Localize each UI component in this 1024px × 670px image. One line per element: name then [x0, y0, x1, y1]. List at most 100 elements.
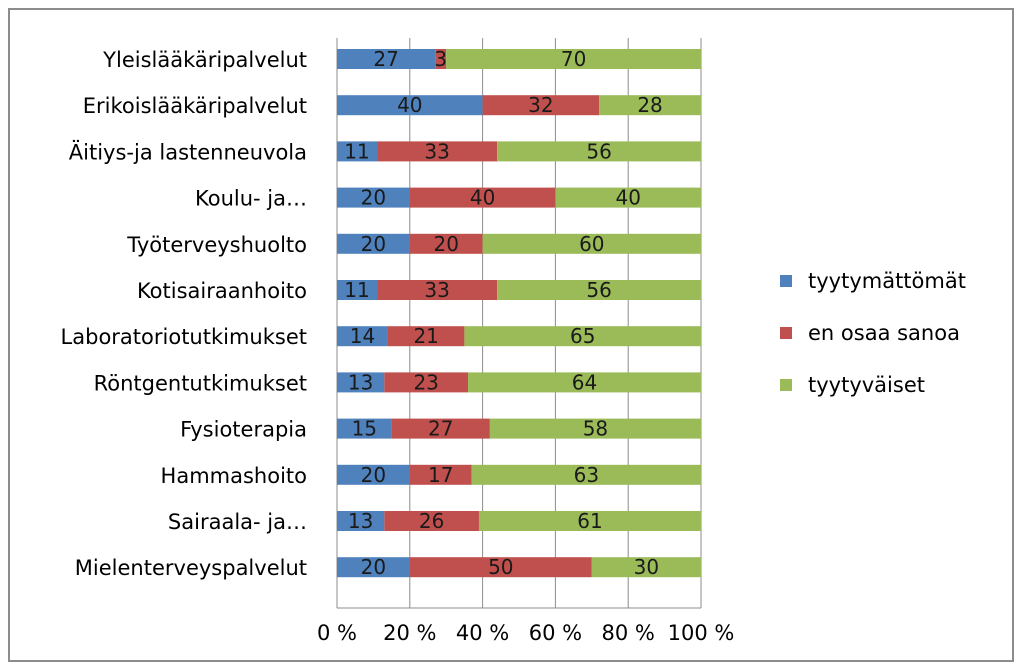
bar-4-2: [482, 233, 701, 254]
bar-7-0: [337, 372, 385, 393]
data-label-5-2: 56: [586, 278, 611, 302]
legend: tyytymättömät en osaa sanoa tyytyväiset: [780, 269, 966, 397]
bar-9-0: [337, 464, 410, 485]
bar-6-1: [387, 326, 465, 347]
bar-8-1: [391, 418, 490, 439]
bar-5-2: [497, 280, 701, 300]
data-label-1-0: 40: [397, 93, 422, 117]
data-label-1-2: 28: [637, 93, 662, 117]
bar-segments: [337, 49, 701, 578]
bar-4-1: [409, 233, 483, 254]
data-label-5-0: 11: [344, 278, 369, 302]
legend-label-0: tyytymättömät: [808, 269, 966, 293]
category-label-3: Koulu- ja…: [195, 187, 307, 211]
legend-label-2: tyytyväiset: [808, 373, 925, 397]
bar-7-2: [468, 372, 701, 393]
bar-2-1: [377, 141, 498, 162]
data-label-9-2: 63: [574, 463, 599, 487]
bar-8-2: [489, 418, 701, 439]
data-label-2-0: 11: [344, 139, 369, 163]
data-label-2-2: 56: [586, 139, 611, 163]
data-label-8-2: 58: [583, 417, 608, 441]
bar-10-0: [337, 511, 385, 531]
data-label-6-1: 21: [413, 324, 438, 348]
bar-5-0: [337, 280, 378, 300]
data-label-10-0: 13: [348, 509, 373, 533]
legend-swatch-0: [780, 275, 792, 287]
data-label-9-0: 20: [361, 463, 386, 487]
data-label-0-2: 70: [561, 47, 586, 71]
data-label-8-1: 27: [428, 417, 453, 441]
category-label-9: Hammashoito: [161, 464, 307, 488]
data-label-11-2: 30: [634, 555, 659, 579]
bar-7-1: [384, 372, 469, 393]
data-label-0-0: 27: [373, 47, 398, 71]
x-tick-label-3: 60 %: [529, 621, 582, 645]
category-label-4: Työterveyshuolto: [126, 233, 307, 257]
bar-5-1: [377, 280, 498, 300]
data-label-7-2: 64: [572, 370, 597, 394]
x-tick-label-5: 100 %: [668, 621, 735, 645]
data-label-4-0: 20: [361, 232, 386, 256]
bar-11-2: [591, 557, 701, 578]
x-tick-label-0: 0 %: [317, 621, 357, 645]
category-label-2: Äitiys-ja lastenneuvola: [69, 139, 307, 164]
category-label-6: Laboratoriotutkimukset: [61, 325, 307, 349]
category-label-1: Erikoislääkäripalvelut: [83, 94, 307, 118]
bar-11-0: [337, 557, 410, 578]
bar-9-1: [409, 464, 472, 485]
data-label-11-0: 20: [361, 555, 386, 579]
category-label-8: Fysioterapia: [180, 418, 307, 442]
x-tick-label-1: 20 %: [383, 621, 436, 645]
bar-10-2: [478, 511, 701, 531]
data-label-2-1: 33: [424, 139, 449, 163]
bar-0-2: [446, 49, 701, 69]
data-label-1-1: 32: [528, 93, 553, 117]
bar-3-1: [409, 187, 556, 208]
data-label-4-2: 60: [579, 232, 604, 256]
data-label-3-2: 40: [615, 186, 640, 210]
bar-1-1: [482, 95, 600, 116]
legend-swatch-1: [780, 327, 792, 339]
data-label-5-1: 33: [424, 278, 449, 302]
bar-4-0: [337, 233, 410, 254]
data-label-3-1: 40: [470, 186, 495, 210]
bar-2-0: [337, 141, 378, 162]
category-label-7: Röntgentutkimukset: [94, 371, 307, 395]
bar-6-0: [337, 326, 388, 347]
category-labels: Yleislääkäripalvelut Erikoislääkäripalvel…: [61, 48, 307, 580]
data-label-7-1: 23: [413, 370, 438, 394]
bar-10-1: [384, 511, 479, 531]
bar-6-2: [464, 326, 701, 347]
bar-0-0: [337, 49, 436, 69]
legend-swatch-2: [780, 379, 792, 391]
data-label-10-2: 61: [577, 509, 602, 533]
bar-1-2: [599, 95, 701, 116]
bar-8-0: [337, 418, 392, 439]
bar-1-0: [337, 95, 483, 116]
data-label-9-1: 17: [428, 463, 453, 487]
category-label-0: Yleislääkäripalvelut: [102, 48, 307, 72]
bar-2-2: [497, 141, 701, 162]
data-label-6-2: 65: [570, 324, 595, 348]
bar-11-1: [409, 557, 592, 578]
bar-9-2: [471, 464, 701, 485]
data-label-3-0: 20: [361, 186, 386, 210]
x-tick-labels: 0 % 20 % 40 % 60 % 80 % 100 %: [317, 621, 734, 645]
legend-label-1: en osaa sanoa: [808, 321, 960, 345]
x-tick-label-2: 40 %: [456, 621, 509, 645]
category-label-11: Mielenterveyspalvelut: [75, 556, 307, 580]
data-labels: 27 3 70 40 32 28 11 33 56 20 40 40 20 20 60 11 33 56 14 21 6…: [344, 47, 662, 579]
data-label-7-0: 13: [348, 370, 373, 394]
data-label-0-1: 3: [434, 47, 447, 71]
data-label-6-0: 14: [350, 324, 375, 348]
data-label-10-1: 26: [419, 509, 444, 533]
category-label-10: Sairaala- ja…: [168, 510, 307, 534]
data-label-4-1: 20: [433, 232, 458, 256]
data-label-8-0: 15: [352, 417, 377, 441]
category-label-5: Kotisairaanhoito: [137, 279, 307, 303]
data-label-11-1: 50: [488, 555, 513, 579]
bar-3-0: [337, 187, 410, 208]
x-tick-label-4: 80 %: [602, 621, 655, 645]
